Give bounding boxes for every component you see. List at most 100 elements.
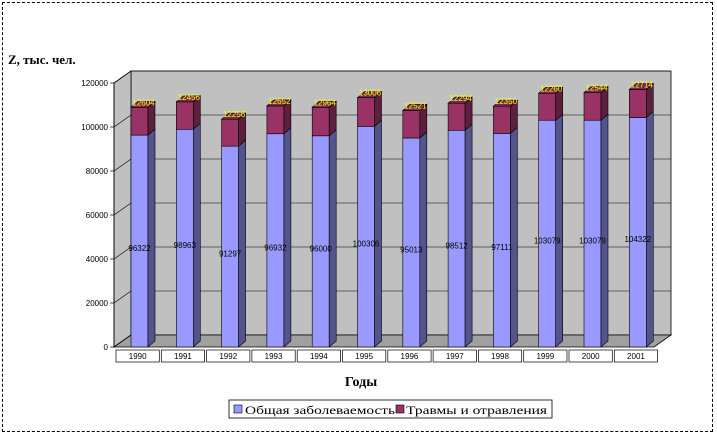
bar-top [356, 91, 383, 99]
data-label-general: 103079 [534, 237, 561, 246]
stacked-bar-chart: 0 20000 40000 60000 80000 100000 120000 96322 1… [8, 52, 673, 419]
x-tick-box [160, 349, 205, 363]
x-tick-box [613, 349, 658, 363]
data-label-general: 96932 [264, 243, 287, 252]
x-tick-box [568, 349, 613, 363]
bar-general [130, 134, 149, 348]
data-label-injuries: 12521 [404, 101, 427, 110]
bar-general [357, 126, 375, 348]
data-label-injuries: 12294 [449, 94, 472, 103]
data-label-injuries: 12350 [495, 97, 518, 106]
x-tick-label: 1993 [265, 352, 283, 361]
data-label-general: 96322 [128, 244, 151, 253]
data-label-injuries: 12456 [178, 93, 201, 102]
bar-general [402, 137, 421, 348]
data-label-injuries: 12714 [631, 81, 654, 90]
bar-general [311, 135, 330, 348]
x-tick-label: 2000 [582, 352, 600, 361]
bar-general [176, 128, 194, 348]
bar-injuries [447, 102, 466, 131]
bar-injuries [311, 106, 330, 137]
y-tick-label: 40000 [86, 255, 109, 264]
bar-general-side [510, 126, 518, 348]
bar-general-side [645, 110, 654, 348]
bar-general-side [147, 128, 156, 348]
bar-injuries [221, 118, 239, 147]
data-label-injuries: 12260 [540, 84, 563, 93]
x-tick-box [251, 349, 296, 363]
x-tick-box [115, 349, 160, 363]
bar-group [130, 100, 156, 348]
bar-injuries [493, 105, 511, 134]
chart-frame: 0 20000 40000 60000 80000 100000 120000 96322 1… [2, 2, 713, 432]
bar-group [537, 86, 564, 348]
bar-general [447, 129, 466, 348]
bar-top [401, 104, 428, 111]
x-tick-label: 1994 [310, 352, 328, 361]
y-tick-label: 60000 [86, 211, 109, 220]
x-tick-label: 1991 [174, 352, 192, 361]
bar-general-side [238, 139, 246, 348]
bar-group [583, 85, 609, 348]
data-label-injuries: 13006 [359, 89, 382, 98]
bar-general-side [555, 113, 564, 348]
bar-top [311, 100, 338, 108]
bar-general-side [283, 127, 292, 348]
bar-general [221, 145, 239, 348]
x-tick-label: 1998 [491, 352, 509, 361]
bar-general-side [193, 122, 201, 348]
gridline [113, 70, 671, 84]
bar-top [537, 86, 564, 94]
bar-general [628, 117, 647, 348]
bar-general [493, 133, 511, 348]
bar-injuries [402, 110, 421, 139]
bar-injuries [628, 89, 647, 118]
bar-top [130, 101, 156, 108]
bar-injuries [357, 97, 375, 127]
data-label-general: 91297 [219, 250, 242, 259]
bar-top [628, 83, 655, 90]
x-tick-box [478, 349, 523, 363]
bar-top [447, 96, 473, 104]
bar-general-side [600, 113, 609, 348]
data-label-general: 103079 [579, 237, 606, 246]
legend-box [228, 399, 553, 419]
bar-group [628, 82, 655, 348]
bar-general-side [328, 129, 337, 348]
data-label-injuries: 12544 [585, 84, 608, 93]
data-label-general: 100306 [353, 240, 380, 249]
x-tick-box [523, 349, 568, 363]
x-tick-box [206, 349, 251, 363]
x-tick-box [296, 349, 341, 363]
bar-top [583, 86, 609, 93]
legend-label-general: Общая заболеваемость [245, 403, 396, 417]
bar-injuries [130, 107, 149, 136]
legend-label-injuries: Травмы и отравления [406, 403, 548, 417]
bars: 96322 12604 98963 12456 91297 12256 96932 12652… [128, 81, 655, 348]
bar-group [266, 99, 292, 348]
data-label-injuries: 12964 [314, 98, 337, 107]
bar-top [266, 99, 292, 107]
y-tick-label: 120000 [81, 79, 108, 88]
bar-group [401, 103, 428, 348]
y-tick-label: 20000 [86, 299, 109, 308]
bar-group [447, 96, 473, 348]
y-tick-label: 100000 [81, 123, 108, 132]
bar-injuries [538, 92, 557, 121]
bar-top [492, 99, 519, 107]
data-label-general: 98512 [445, 242, 468, 251]
data-label-general: 104322 [624, 235, 651, 244]
bar-general [538, 119, 557, 348]
bar-injuries [266, 105, 285, 135]
bar-group [356, 91, 383, 348]
data-label-general: 98963 [174, 241, 197, 250]
x-tick-label: 1990 [129, 352, 147, 361]
x-tick-label: 1995 [355, 352, 373, 361]
data-label-injuries: 12652 [268, 97, 291, 106]
bar-top [220, 112, 247, 120]
x-tick-label: 1999 [536, 352, 554, 361]
y-axis: 0 20000 40000 60000 80000 100000 120000 [81, 79, 115, 352]
x-tick-label: 2001 [627, 352, 645, 361]
bar-top [175, 95, 202, 103]
data-label-injuries: 12256 [223, 110, 246, 119]
